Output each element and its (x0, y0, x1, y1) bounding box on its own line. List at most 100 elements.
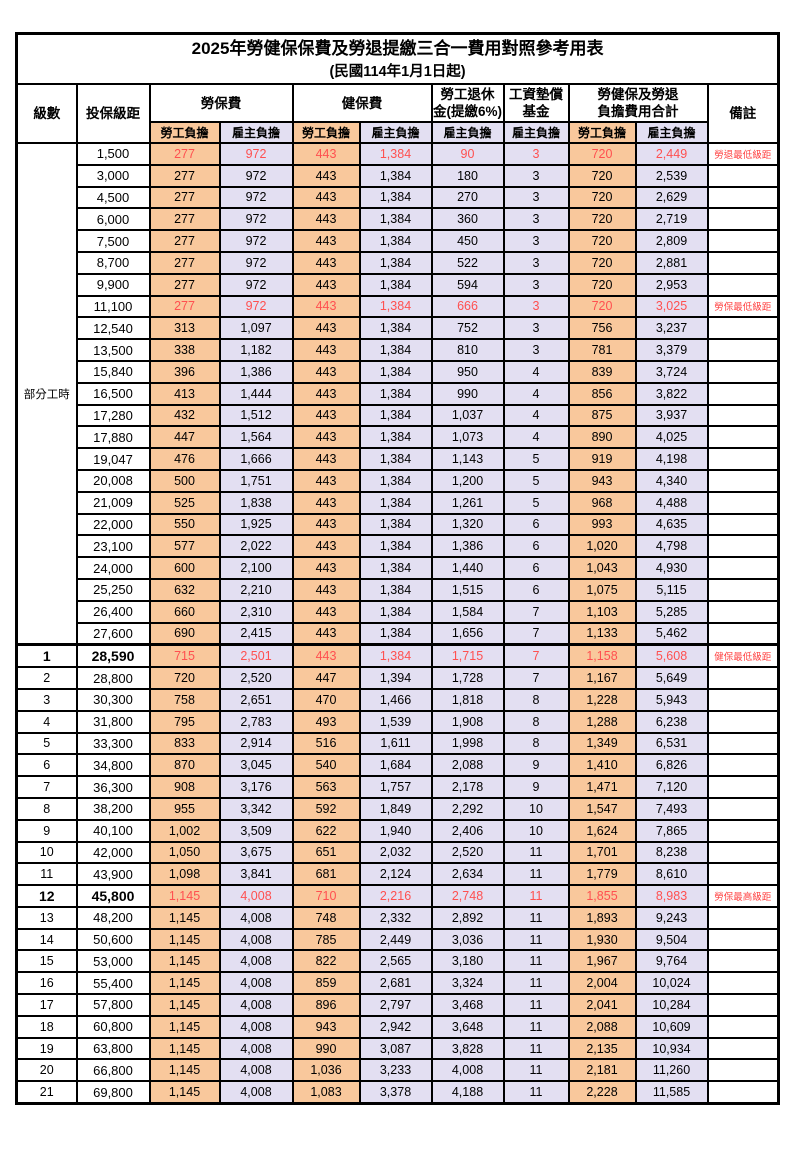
bracket-cell: 3,000 (75, 163, 151, 188)
value-cell: 1,200 (430, 468, 505, 493)
level-cell: 9 (15, 818, 78, 843)
subheader-health-employer-share: 雇主負擔 (358, 121, 433, 144)
value-cell: 476 (148, 447, 221, 471)
subheader-pension-employer-share: 雇主負擔 (430, 121, 505, 144)
value-cell: 785 (291, 927, 361, 952)
table-row: 19 63,800 1,145 4,008 990 3,087 3,828 11 2,135 10… (15, 1036, 780, 1061)
value-cell: 11 (502, 1014, 570, 1039)
bracket-cell: 30,300 (75, 687, 151, 712)
value-cell: 972 (218, 272, 294, 297)
value-cell: 1,547 (567, 796, 637, 821)
value-cell: 8 (502, 709, 570, 734)
value-cell: 3 (502, 185, 570, 210)
value-cell: 752 (430, 316, 505, 341)
value-cell: 756 (567, 316, 637, 341)
bracket-cell: 19,047 (75, 447, 151, 471)
value-cell: 443 (291, 294, 361, 319)
value-cell: 3,233 (358, 1058, 433, 1083)
value-cell: 1,036 (291, 1058, 361, 1083)
value-cell: 8 (502, 687, 570, 712)
value-cell: 810 (430, 338, 505, 362)
value-cell: 10,024 (634, 971, 709, 996)
remark-cell (706, 577, 780, 602)
value-cell: 432 (148, 403, 221, 428)
value-cell: 270 (430, 185, 505, 210)
value-cell: 2,100 (218, 556, 294, 580)
bracket-cell: 34,800 (75, 753, 151, 778)
value-cell: 4,008 (218, 905, 294, 930)
remark-cell: 勞保最低級距 (706, 294, 780, 319)
value-cell: 1,940 (358, 818, 433, 843)
bracket-cell: 53,000 (75, 949, 151, 974)
value-cell: 443 (291, 338, 361, 362)
value-cell: 1,145 (148, 949, 221, 974)
value-cell: 1,394 (358, 666, 433, 690)
value-cell: 2,124 (358, 862, 433, 887)
table-row: 24,000 600 2,100 443 1,384 1,440 6 1,043 4,930 (17, 556, 780, 580)
value-cell: 908 (148, 775, 221, 799)
value-cell: 781 (567, 338, 637, 362)
value-cell: 2,228 (567, 1080, 637, 1105)
value-cell: 7 (502, 643, 570, 669)
table-body: 部分工時 1,500 277 972 443 1,384 90 3 720 2,449 勞退最低級距… (15, 142, 780, 1105)
value-cell: 6,826 (634, 753, 709, 778)
value-cell: 833 (148, 731, 221, 756)
value-cell: 1,145 (148, 971, 221, 996)
value-cell: 972 (218, 294, 294, 319)
remark-cell (706, 359, 780, 384)
value-cell: 8,983 (634, 884, 709, 908)
value-cell: 1,145 (148, 884, 221, 908)
value-cell: 1,143 (430, 447, 505, 471)
value-cell: 955 (148, 796, 221, 821)
value-cell: 493 (291, 709, 361, 734)
value-cell: 3,180 (430, 949, 505, 974)
value-cell: 870 (148, 753, 221, 778)
value-cell: 2,651 (218, 687, 294, 712)
level-cell: 10 (15, 840, 78, 865)
table-row: 15 53,000 1,145 4,008 822 2,565 3,180 11 1,967 9,… (15, 949, 780, 974)
value-cell: 1,925 (218, 512, 294, 537)
bracket-cell: 7,500 (75, 229, 151, 253)
col-header-remark: 備註 (706, 83, 780, 144)
value-cell: 360 (430, 207, 505, 232)
table-row: 6 34,800 870 3,045 540 1,684 2,088 9 1,410 6,826 (15, 753, 780, 778)
value-cell: 720 (148, 666, 221, 690)
value-cell: 11 (502, 1036, 570, 1061)
value-cell: 8,610 (634, 862, 709, 887)
table-row: 22,000 550 1,925 443 1,384 1,320 6 993 4,635 (17, 512, 780, 537)
value-cell: 1,930 (567, 927, 637, 952)
value-cell: 1,384 (358, 359, 433, 384)
remark-cell (706, 709, 780, 734)
value-cell: 11 (502, 840, 570, 865)
value-cell: 822 (291, 949, 361, 974)
value-cell: 3,468 (430, 993, 505, 1017)
table-row: 8,700 277 972 443 1,384 522 3 720 2,881 (17, 250, 780, 275)
value-cell: 2,681 (358, 971, 433, 996)
value-cell: 1,715 (430, 643, 505, 669)
level-cell: 6 (15, 753, 78, 778)
value-cell: 4,008 (218, 884, 294, 908)
value-cell: 277 (148, 163, 221, 188)
value-cell: 972 (218, 207, 294, 232)
value-cell: 3 (502, 207, 570, 232)
value-cell: 2,004 (567, 971, 637, 996)
value-cell: 1,386 (430, 534, 505, 559)
value-cell: 2,135 (567, 1036, 637, 1061)
value-cell: 2,216 (358, 884, 433, 908)
value-cell: 443 (291, 621, 361, 646)
value-cell: 1,684 (358, 753, 433, 778)
part-time-cell: 部分工時 (15, 142, 78, 646)
level-cell: 19 (15, 1036, 78, 1061)
value-cell: 5,115 (634, 577, 709, 602)
value-cell: 1,103 (567, 599, 637, 624)
value-cell: 1,444 (218, 381, 294, 406)
value-cell: 3,648 (430, 1014, 505, 1039)
value-cell: 3 (502, 163, 570, 188)
value-cell: 447 (291, 666, 361, 690)
bracket-cell: 69,800 (75, 1080, 151, 1105)
value-cell: 2,942 (358, 1014, 433, 1039)
remark-cell: 健保最低級距 (706, 643, 780, 669)
value-cell: 180 (430, 163, 505, 188)
value-cell: 3,036 (430, 927, 505, 952)
subheader-total-employer-share: 雇主負擔 (634, 121, 709, 144)
